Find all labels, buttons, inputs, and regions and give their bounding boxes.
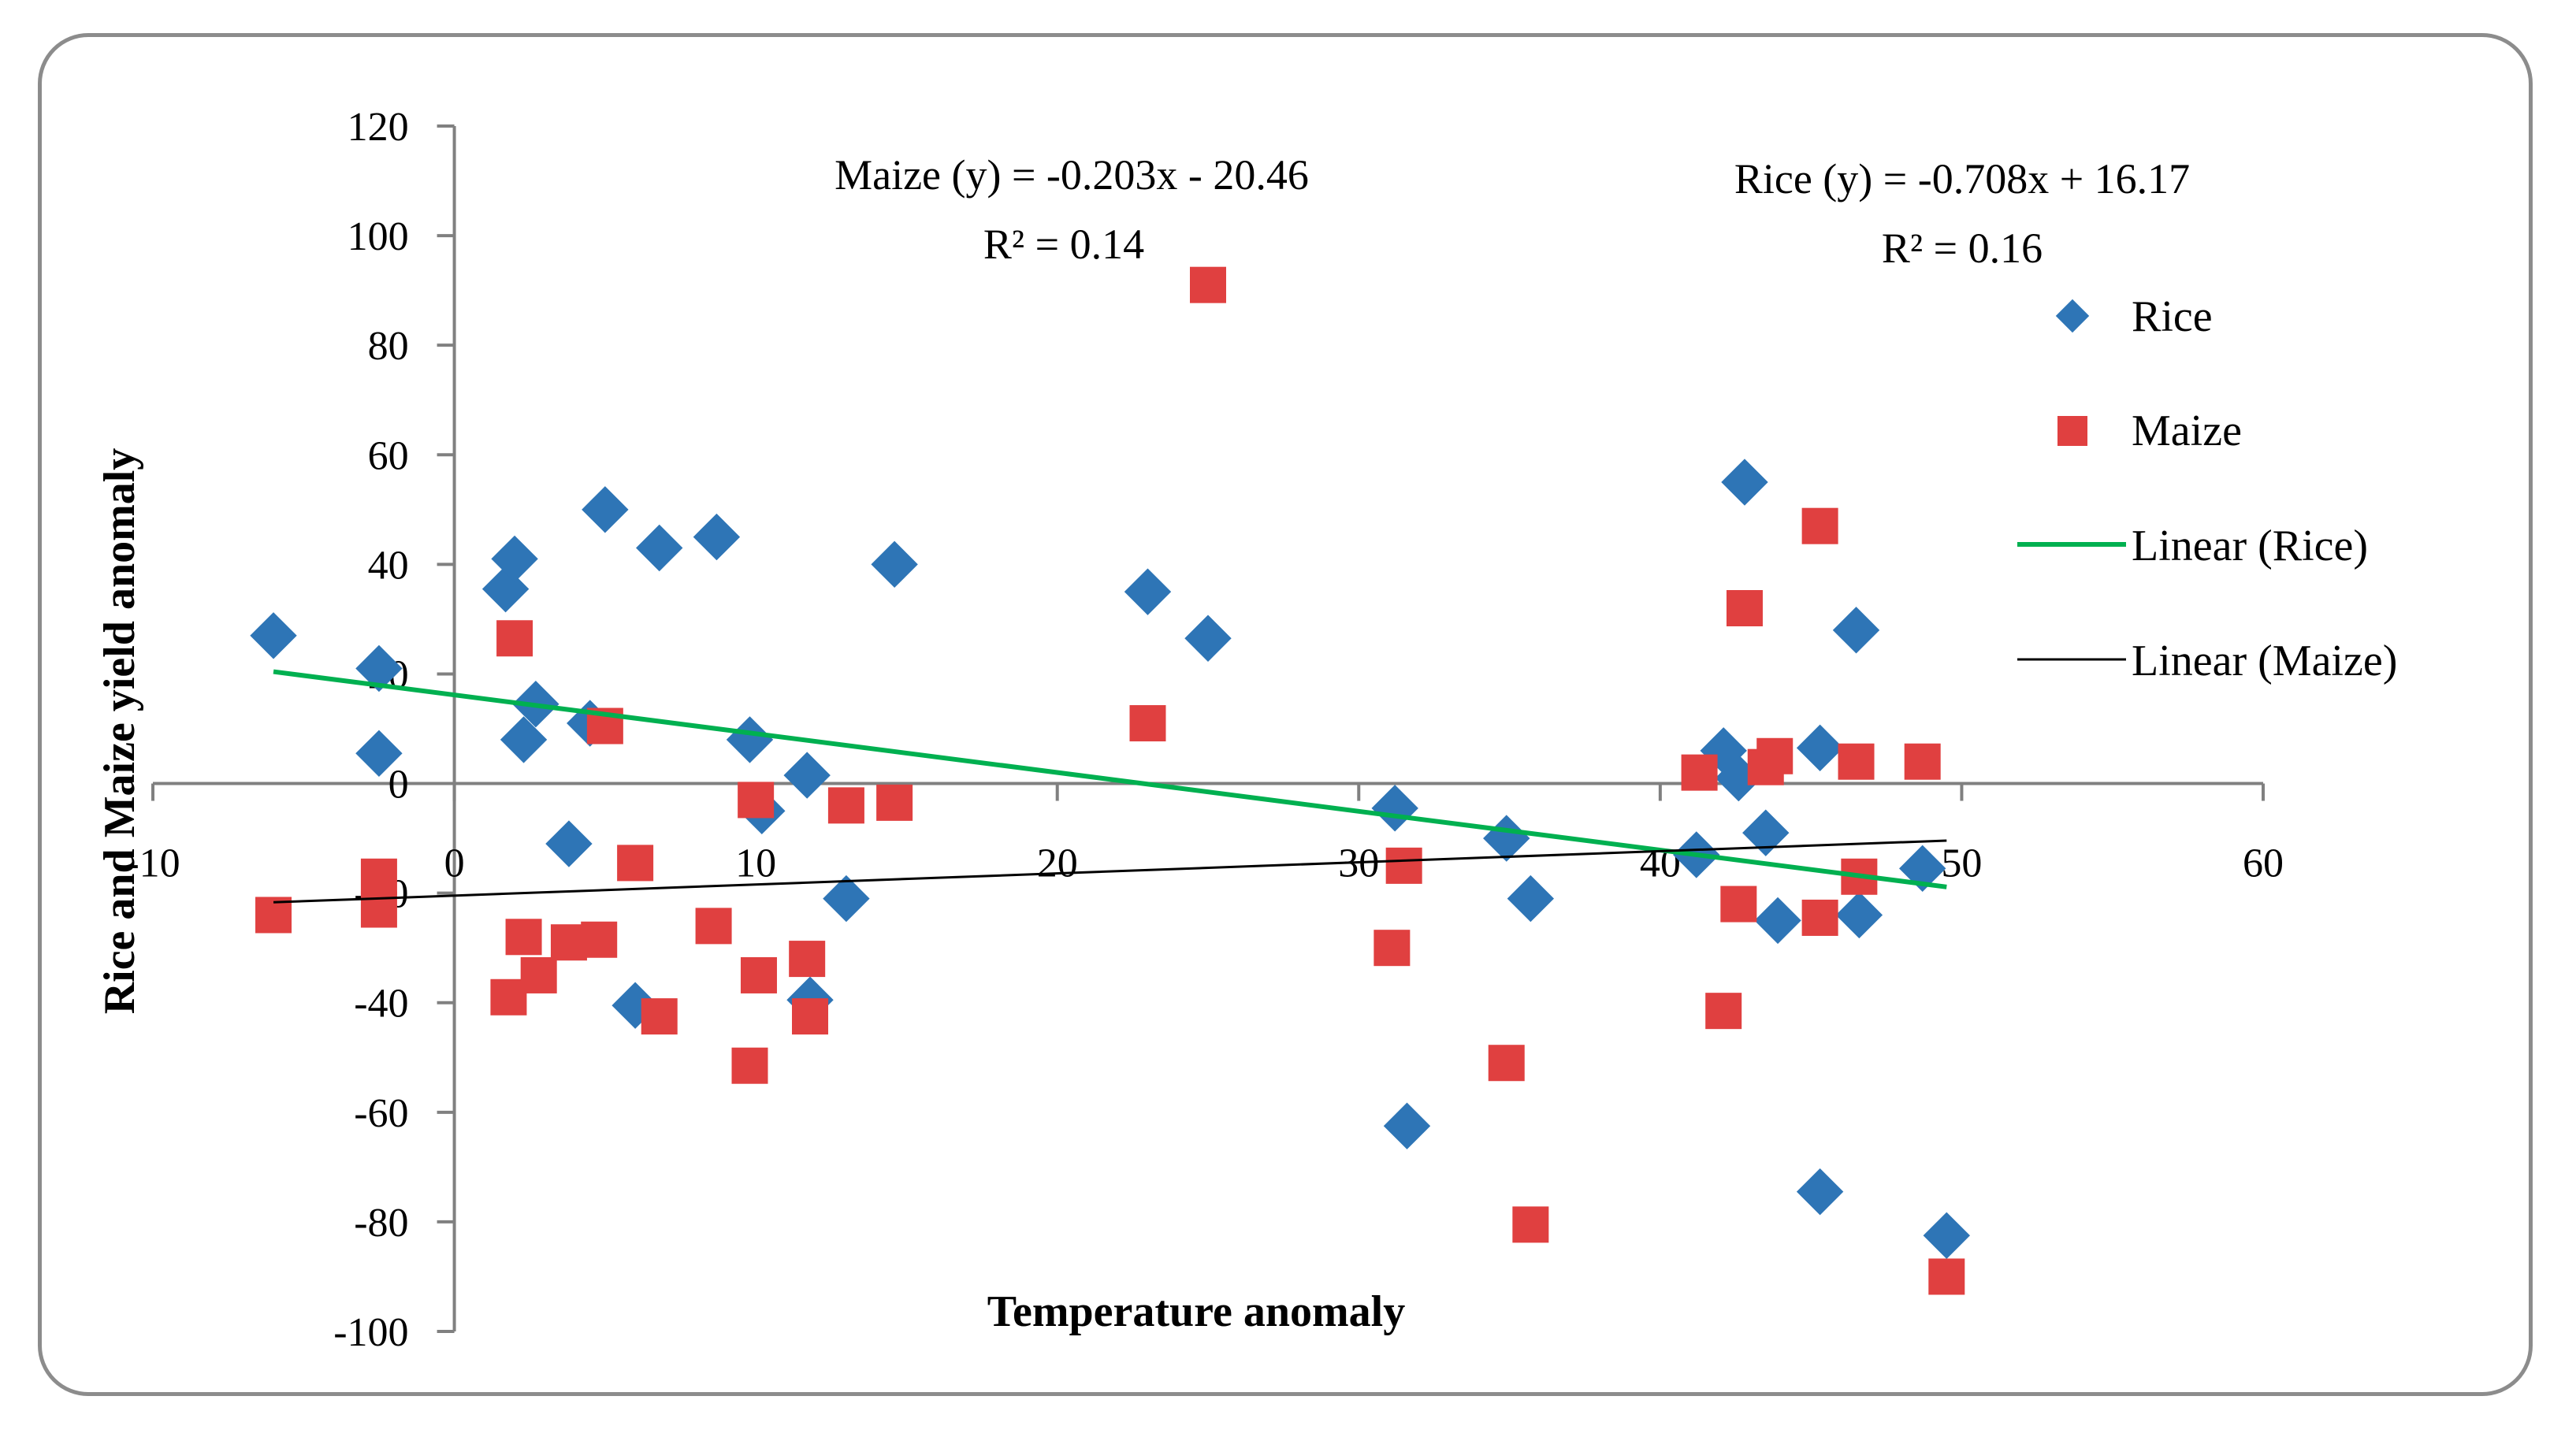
- trendline-maize: [273, 839, 1947, 904]
- rice-point: [491, 535, 538, 583]
- rice-point: [250, 612, 297, 659]
- rice-point: [693, 513, 741, 561]
- rice-point: [1371, 785, 1418, 832]
- maize-point: [641, 998, 678, 1035]
- y-tick-label: 120: [348, 105, 409, 150]
- rice-point: [1742, 809, 1790, 856]
- rice-point: [1754, 897, 1801, 945]
- x-tick-label: -10: [125, 841, 180, 886]
- maize-point: [792, 998, 829, 1035]
- x-axis-title: Temperature anomaly: [987, 1287, 1405, 1336]
- legend-rice-marker: [2055, 299, 2090, 333]
- rice-point: [582, 486, 629, 533]
- maize-point: [1129, 705, 1166, 742]
- y-tick-label: -80: [354, 1201, 408, 1246]
- x-tick-label: 0: [444, 841, 465, 886]
- x-tick-label: 60: [2243, 841, 2284, 886]
- y-tick-label: 80: [368, 324, 409, 369]
- maize-point: [789, 941, 826, 978]
- legend-maize-label: Maize: [2132, 407, 2242, 455]
- y-tick-label: 100: [348, 214, 409, 259]
- rice-point: [1832, 607, 1880, 654]
- maize-point: [1726, 590, 1763, 626]
- y-tick-label: -60: [354, 1091, 408, 1136]
- maize-point: [1801, 899, 1838, 936]
- rice-point: [726, 716, 774, 763]
- legend-rice-label: Rice: [2132, 292, 2213, 341]
- maize-point: [496, 620, 533, 657]
- maize-point: [1385, 847, 1422, 884]
- maize-point: [520, 956, 557, 993]
- maize-point: [1681, 754, 1718, 791]
- maize-point: [695, 908, 732, 945]
- y-axis-ticks: -100-80-60-40-20020406080100120: [333, 105, 455, 1355]
- legend: Rice Maize Linear (Rice) Linear (Maize): [2017, 292, 2397, 685]
- maize-point: [1838, 743, 1875, 780]
- maize-point: [1190, 266, 1226, 303]
- trendlines: [273, 669, 1947, 904]
- rice-point: [1796, 724, 1844, 772]
- rice-point: [1124, 568, 1172, 615]
- maize-point: [1756, 737, 1794, 774]
- maize-point: [1373, 930, 1411, 967]
- rice-point: [823, 874, 870, 923]
- rice-point: [1184, 615, 1232, 662]
- maize-point: [360, 858, 397, 895]
- y-tick-label: 60: [368, 433, 409, 478]
- legend-maize-marker: [2057, 416, 2087, 446]
- maize-point: [1512, 1206, 1549, 1243]
- x-tick-label: 10: [735, 841, 776, 886]
- rice-point: [1383, 1102, 1431, 1149]
- x-axis-ticks: -10 0 10 20 30 40 50 60: [125, 783, 2284, 886]
- maize-point: [581, 921, 618, 958]
- maize-r2-label: R² = 0.14: [983, 221, 1144, 268]
- maize-point: [505, 919, 542, 956]
- y-tick-label: 0: [388, 763, 409, 808]
- rice-point: [1721, 459, 1768, 506]
- maize-point: [1904, 743, 1941, 780]
- maize-point: [1488, 1045, 1525, 1082]
- maize-point: [1928, 1258, 1965, 1295]
- y-tick-label: -40: [354, 982, 408, 1027]
- rice-point: [545, 820, 593, 867]
- y-tick-label: 40: [368, 543, 409, 588]
- rice-r2-label: R² = 0.16: [1882, 225, 2043, 272]
- maize-point: [1720, 886, 1757, 923]
- maize-point: [827, 787, 864, 824]
- rice-point: [783, 752, 831, 799]
- data-points: [250, 266, 1970, 1295]
- maize-point: [738, 782, 775, 819]
- rice-point: [1835, 891, 1883, 939]
- legend-linear-rice-label: Linear (Rice): [2132, 522, 2368, 570]
- y-axis-title: Rice and Maize yield anomaly: [95, 448, 144, 1015]
- rice-point: [355, 730, 403, 777]
- rice-equation-label: Rice (y) = -0.708x + 16.17: [1734, 155, 2190, 202]
- maize-point: [731, 1047, 768, 1084]
- maize-equation-label: Maize (y) = -0.203x - 20.46: [835, 151, 1309, 199]
- rice-point: [871, 540, 918, 589]
- rice-point: [1483, 815, 1530, 862]
- y-tick-label: -100: [333, 1310, 408, 1355]
- x-tick-label: 50: [1941, 841, 1982, 886]
- maize-point: [1705, 993, 1742, 1030]
- maize-point: [1801, 507, 1838, 544]
- rice-point: [636, 524, 683, 572]
- rice-point: [1923, 1212, 1970, 1259]
- maize-point: [876, 784, 913, 821]
- rice-point: [500, 716, 548, 763]
- rice-point: [1796, 1168, 1844, 1216]
- maize-point: [740, 956, 777, 993]
- legend-linear-maize-label: Linear (Maize): [2132, 637, 2397, 685]
- maize-point: [617, 845, 654, 882]
- rice-point: [355, 644, 403, 693]
- x-tick-label: 20: [1037, 841, 1078, 886]
- rice-point: [1507, 874, 1555, 923]
